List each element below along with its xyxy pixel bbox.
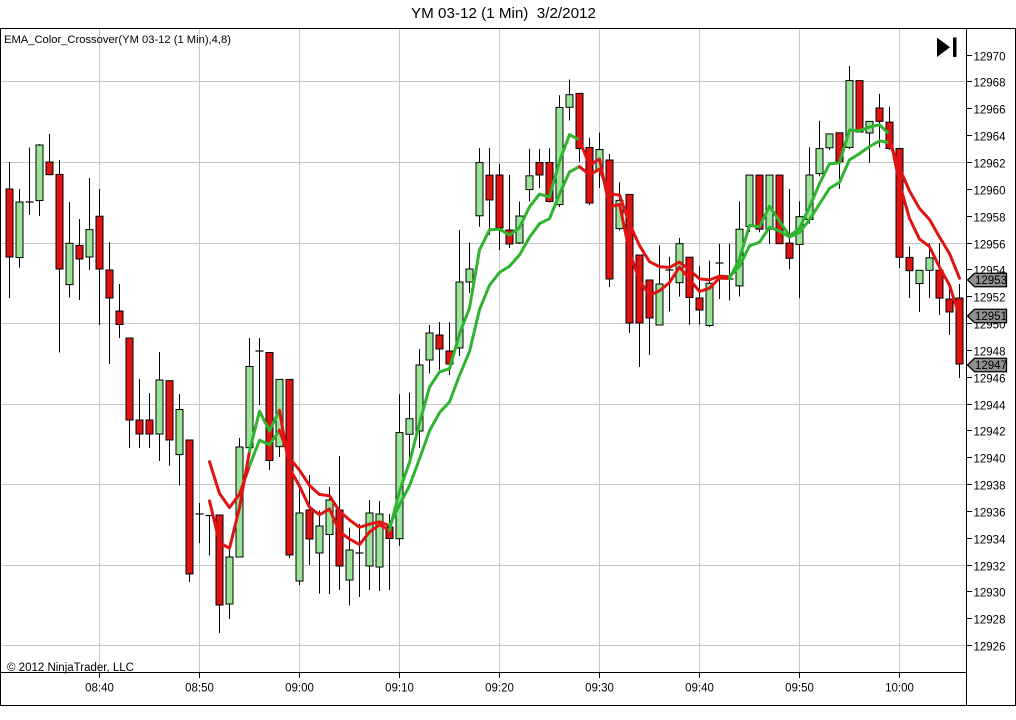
svg-text:12930: 12930 — [974, 588, 1006, 600]
svg-text:12940: 12940 — [974, 454, 1006, 466]
svg-text:12966: 12966 — [974, 105, 1006, 117]
svg-text:12953: 12953 — [975, 275, 1007, 287]
svg-text:12936: 12936 — [974, 508, 1006, 520]
svg-text:12964: 12964 — [974, 132, 1007, 144]
svg-text:09:10: 09:10 — [385, 683, 414, 695]
svg-text:08:50: 08:50 — [185, 683, 214, 695]
svg-text:12928: 12928 — [974, 615, 1006, 627]
svg-text:12947: 12947 — [975, 360, 1007, 372]
svg-text:09:50: 09:50 — [785, 683, 814, 695]
svg-text:12926: 12926 — [974, 642, 1006, 654]
svg-text:12948: 12948 — [974, 347, 1006, 359]
svg-text:12968: 12968 — [974, 78, 1006, 90]
svg-text:12960: 12960 — [974, 186, 1006, 198]
svg-text:09:20: 09:20 — [485, 683, 514, 695]
svg-text:12962: 12962 — [974, 159, 1006, 171]
svg-text:09:40: 09:40 — [685, 683, 714, 695]
svg-text:12932: 12932 — [974, 562, 1006, 574]
svg-text:12958: 12958 — [974, 213, 1006, 225]
svg-text:12970: 12970 — [974, 52, 1006, 64]
svg-text:09:30: 09:30 — [585, 683, 614, 695]
svg-text:12952: 12952 — [974, 293, 1006, 305]
svg-text:12934: 12934 — [974, 535, 1007, 547]
svg-text:YM 03-12 (1 Min) 3/2/2012: YM 03-12 (1 Min) 3/2/2012 — [411, 5, 596, 22]
svg-text:© 2012 NinjaTrader, LLC: © 2012 NinjaTrader, LLC — [7, 662, 134, 674]
svg-text:12942: 12942 — [974, 427, 1006, 439]
svg-text:12951: 12951 — [975, 311, 1007, 323]
svg-text:12944: 12944 — [974, 401, 1007, 413]
svg-text:10:00: 10:00 — [885, 683, 914, 695]
svg-text:12938: 12938 — [974, 481, 1006, 493]
svg-text:09:00: 09:00 — [285, 683, 314, 695]
svg-text:12946: 12946 — [974, 374, 1006, 386]
svg-text:EMA_Color_Crossover(YM 03-12 (: EMA_Color_Crossover(YM 03-12 (1 Min),4,8… — [4, 34, 231, 46]
svg-text:12956: 12956 — [974, 240, 1006, 252]
svg-text:08:40: 08:40 — [85, 683, 114, 695]
